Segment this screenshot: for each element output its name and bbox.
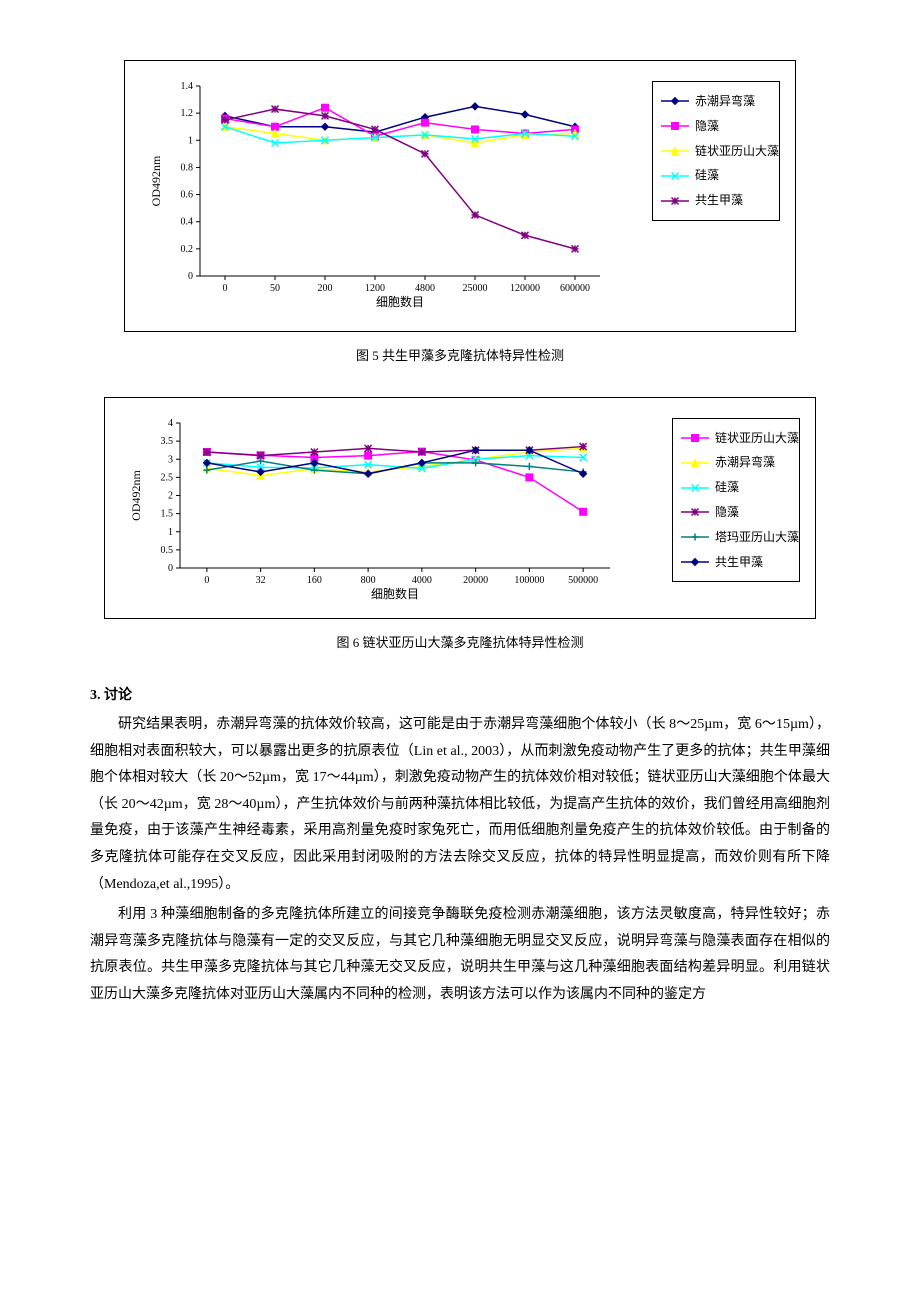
legend-item: 赤潮异弯藻: [681, 451, 791, 474]
svg-text:120000: 120000: [510, 283, 540, 294]
figure-5-chart: 0 0.2 0.4 0.6 0.8 1 1.2 1.4 0 50 200 1200 4800 25000 1…: [140, 76, 642, 316]
svg-text:0.2: 0.2: [181, 244, 194, 255]
figure-5-caption: 图 5 共生甲藻多克隆抗体特异性检测: [90, 344, 830, 369]
svg-text:500000: 500000: [568, 575, 598, 586]
svg-text:800: 800: [361, 575, 376, 586]
svg-text:3.5: 3.5: [161, 436, 174, 447]
legend-item: 隐藻: [661, 115, 771, 138]
legend-item: 塔玛亚历山大藻: [681, 526, 791, 549]
figure-6-caption: 图 6 链状亚历山大藻多克隆抗体特异性检测: [90, 631, 830, 656]
figure-6-container: 0 0.5 1 1.5 2 2.5 3 3.5 4 0 32 160 800 4000 20000 10000…: [104, 397, 816, 619]
legend-label: 硅藻: [695, 164, 719, 187]
svg-text:0.8: 0.8: [181, 162, 194, 173]
legend-label: 塔玛亚历山大藻: [715, 526, 799, 549]
svg-text:OD492nm: OD492nm: [129, 469, 143, 520]
svg-text:2: 2: [168, 490, 173, 501]
legend-item: 赤潮异弯藻: [661, 90, 771, 113]
svg-text:4: 4: [168, 418, 173, 429]
legend-item: 隐藻: [681, 501, 791, 524]
legend-marker-icon: [661, 196, 689, 206]
svg-text:1.2: 1.2: [181, 108, 194, 119]
legend-marker-icon: [681, 483, 709, 493]
figure-6-chart: 0 0.5 1 1.5 2 2.5 3 3.5 4 0 32 160 800 4000 20000 10000…: [120, 413, 662, 603]
svg-text:600000: 600000: [560, 283, 590, 294]
svg-text:4000: 4000: [412, 575, 432, 586]
legend-marker-icon: [661, 121, 689, 131]
svg-text:32: 32: [256, 575, 266, 586]
svg-text:1: 1: [188, 135, 193, 146]
svg-text:细胞数目: 细胞数目: [376, 294, 424, 309]
legend-label: 赤潮异弯藻: [715, 451, 775, 474]
legend-label: 隐藻: [695, 115, 719, 138]
legend-item: 链状亚历山大藻: [661, 140, 771, 163]
svg-text:1: 1: [168, 526, 173, 537]
svg-text:细胞数目: 细胞数目: [371, 586, 419, 601]
legend-label: 链状亚历山大藻: [715, 427, 799, 450]
legend-label: 链状亚历山大藻: [695, 140, 779, 163]
legend-item: 硅藻: [681, 476, 791, 499]
legend-item: 共生甲藻: [661, 189, 771, 212]
legend-item: 共生甲藻: [681, 551, 791, 574]
legend-marker-icon: [681, 458, 709, 468]
figure-5-legend: 赤潮异弯藻隐藻链状亚历山大藻硅藻共生甲藻: [652, 81, 780, 221]
legend-marker-icon: [661, 146, 689, 156]
paragraph-1: 研究结果表明，赤潮异弯藻的抗体效价较高，这可能是由于赤潮异弯藻细胞个体较小（长 …: [90, 712, 830, 898]
svg-text:100000: 100000: [514, 575, 544, 586]
legend-item: 链状亚历山大藻: [681, 427, 791, 450]
figure-6-legend: 链状亚历山大藻赤潮异弯藻硅藻隐藻塔玛亚历山大藻共生甲藻: [672, 418, 800, 583]
legend-item: 硅藻: [661, 164, 771, 187]
svg-text:0.6: 0.6: [181, 190, 194, 201]
legend-marker-icon: [681, 557, 709, 567]
legend-label: 赤潮异弯藻: [695, 90, 755, 113]
legend-label: 隐藻: [715, 501, 739, 524]
svg-text:25000: 25000: [463, 283, 488, 294]
svg-text:200: 200: [318, 283, 333, 294]
legend-marker-icon: [661, 171, 689, 181]
svg-text:160: 160: [307, 575, 322, 586]
svg-text:0: 0: [168, 563, 173, 574]
svg-text:OD492nm: OD492nm: [149, 155, 163, 206]
legend-marker-icon: [661, 96, 689, 106]
svg-text:0.4: 0.4: [181, 217, 194, 228]
legend-marker-icon: [681, 532, 709, 542]
section-heading: 3. 讨论: [90, 683, 830, 710]
svg-text:4800: 4800: [415, 283, 435, 294]
svg-text:1200: 1200: [365, 283, 385, 294]
svg-text:1.4: 1.4: [181, 81, 194, 92]
svg-text:0: 0: [223, 283, 228, 294]
svg-text:1.5: 1.5: [161, 508, 174, 519]
svg-text:50: 50: [270, 283, 280, 294]
legend-label: 硅藻: [715, 476, 739, 499]
figure-5-container: 0 0.2 0.4 0.6 0.8 1 1.2 1.4 0 50 200 1200 4800 25000 1…: [124, 60, 796, 332]
legend-marker-icon: [681, 433, 709, 443]
legend-marker-icon: [681, 507, 709, 517]
legend-label: 共生甲藻: [695, 189, 743, 212]
paragraph-2: 利用 3 种藻细胞制备的多克隆抗体所建立的间接竞争酶联免疫检测赤潮藻细胞，该方法…: [90, 902, 830, 1008]
svg-text:0: 0: [188, 271, 193, 282]
svg-text:2.5: 2.5: [161, 472, 174, 483]
legend-label: 共生甲藻: [715, 551, 763, 574]
svg-text:0: 0: [204, 575, 209, 586]
svg-text:0.5: 0.5: [161, 545, 174, 556]
svg-text:3: 3: [168, 454, 173, 465]
svg-text:20000: 20000: [463, 575, 488, 586]
